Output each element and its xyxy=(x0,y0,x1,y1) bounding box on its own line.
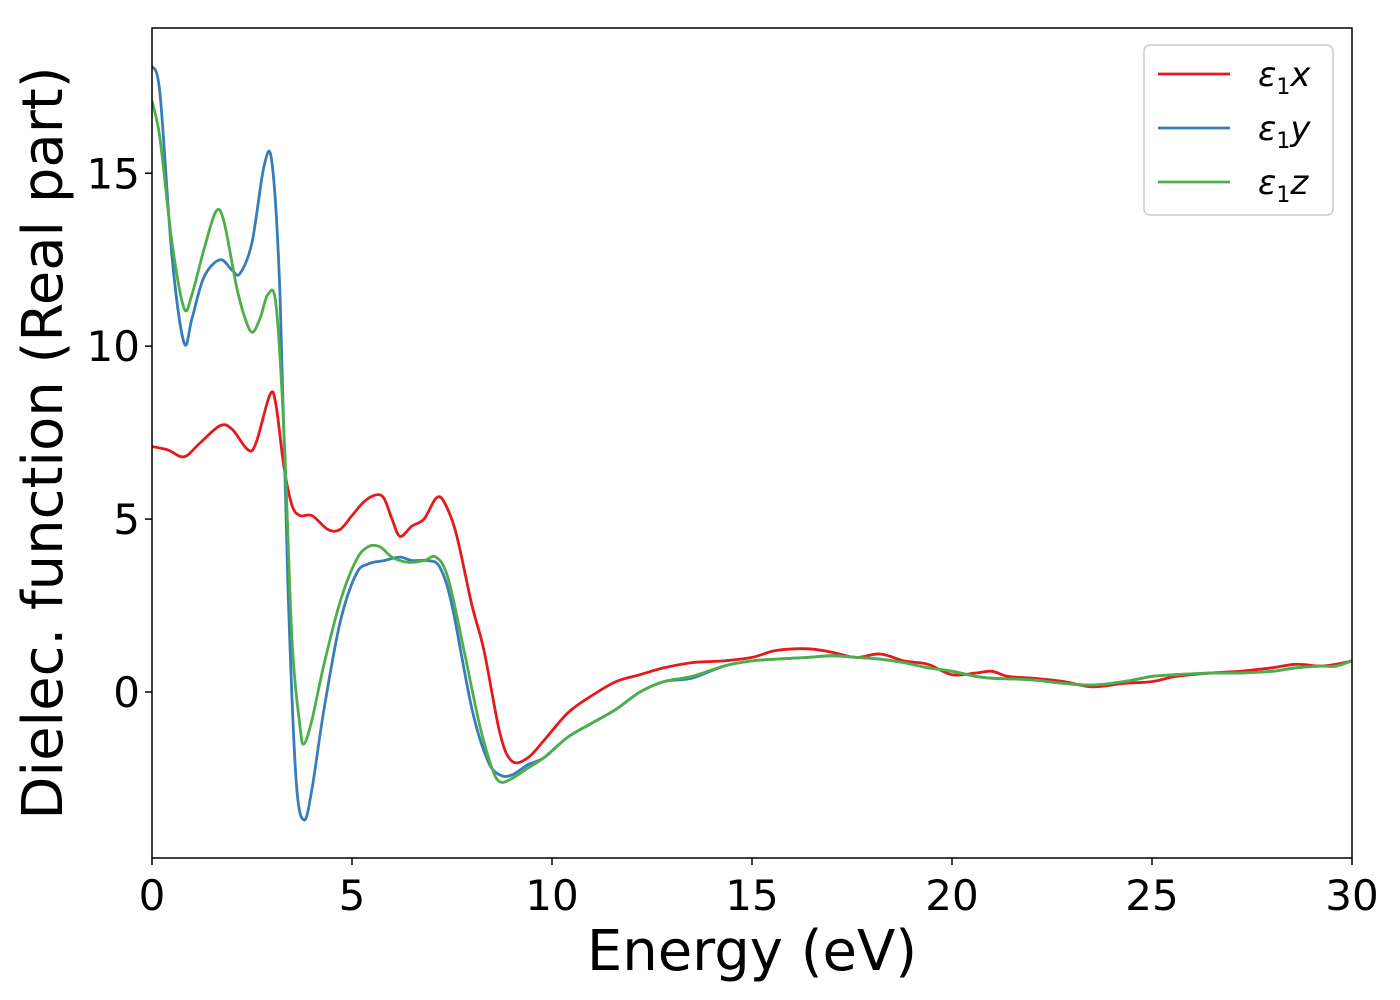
legend-symbol: ε xyxy=(1258,55,1276,95)
x-tick-label: 5 xyxy=(339,871,366,920)
y-tick-label: 0 xyxy=(113,668,140,717)
legend-axis: z xyxy=(1289,163,1309,203)
y-axis-label: Dielec. function (Real part) xyxy=(11,66,76,819)
y-tick-label: 10 xyxy=(87,322,140,371)
y-tick-label: 5 xyxy=(113,495,140,544)
legend-subscript: 1 xyxy=(1276,183,1290,208)
legend-frame xyxy=(1143,44,1334,216)
x-tick-label: 25 xyxy=(1125,871,1178,920)
x-axis: 0 5 10 15 20 25 30 xyxy=(139,858,1379,920)
legend-label-y: ε1y xyxy=(1258,109,1311,154)
x-tick-label: 30 xyxy=(1325,871,1378,920)
series-line-z xyxy=(152,100,1352,784)
legend-subscript: 1 xyxy=(1276,129,1290,154)
series-layer xyxy=(152,65,1352,822)
legend-subscript: 1 xyxy=(1276,75,1290,100)
legend-label-x: ε1x xyxy=(1258,55,1311,100)
y-axis: 0 5 10 15 xyxy=(87,149,152,717)
x-tick-label: 0 xyxy=(139,871,166,920)
x-tick-label: 20 xyxy=(925,871,978,920)
y-tick-label: 15 xyxy=(87,149,140,198)
x-tick-label: 10 xyxy=(525,871,578,920)
legend-axis: y xyxy=(1289,109,1311,149)
legend-label-z: ε1z xyxy=(1258,163,1309,208)
legend-axis: x xyxy=(1289,55,1311,95)
legend-symbol: ε xyxy=(1258,163,1276,203)
legend-symbol: ε xyxy=(1258,109,1276,149)
x-axis-label: Energy (eV) xyxy=(587,919,917,984)
x-tick-label: 15 xyxy=(725,871,778,920)
